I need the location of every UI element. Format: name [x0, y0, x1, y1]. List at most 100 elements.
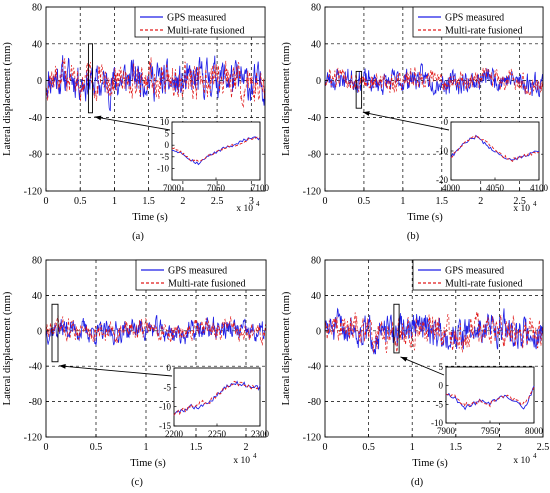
- inset-y-tick-label: 0: [167, 363, 172, 373]
- y-tick-label: 80: [311, 3, 321, 14]
- legend-entry: Multi-rate fusioned: [168, 279, 245, 290]
- inset-y-tick-label: 5: [165, 129, 170, 139]
- inset-series-line: [173, 380, 261, 416]
- highlight-window: [87, 43, 93, 114]
- inset-x-tick-label: 4100: [530, 183, 549, 193]
- highlight-window: [355, 70, 363, 109]
- x-multiplier-exponent: 4: [256, 200, 260, 208]
- y-tick-label: 80: [32, 3, 42, 14]
- y-tick-label: -40: [308, 113, 321, 124]
- x-multiplier: x 10: [513, 204, 530, 214]
- y-tick-label: -80: [308, 397, 321, 408]
- y-axis-label: Lateral displacement (mm): [2, 291, 13, 405]
- x-multiplier-exponent: 4: [253, 452, 257, 460]
- x-tick-label: 2: [244, 442, 249, 453]
- x-tick-label: 1.5: [450, 442, 463, 453]
- x-tick-label: 0.5: [358, 196, 371, 207]
- legend-box: [412, 259, 544, 291]
- y-tick-label: -80: [308, 150, 321, 161]
- inset-x-tick-label: 4050: [486, 183, 505, 193]
- inset-x-tick-label: 7050: [207, 183, 226, 193]
- zoom-arrow: [400, 356, 445, 376]
- x-tick-label: 1.5: [436, 196, 449, 207]
- y-tick-label: 40: [32, 39, 42, 50]
- series-line: [324, 311, 544, 354]
- x-tick-label: 1: [144, 442, 149, 453]
- x-tick-label: 2.5: [211, 196, 224, 207]
- y-tick-label: -40: [29, 113, 42, 124]
- inset-series-line: [173, 380, 261, 416]
- x-tick-label: 2.5: [537, 442, 550, 453]
- y-tick-label: -120: [303, 433, 321, 444]
- inset-y-tick-label: -5: [436, 399, 444, 409]
- x-tick-label: 0: [323, 442, 328, 453]
- highlight-window: [393, 303, 400, 354]
- y-tick-label: -120: [24, 433, 42, 444]
- y-tick-label: -40: [29, 362, 42, 373]
- x-multiplier: x 10: [513, 456, 530, 466]
- x-axis-label: Time (s): [407, 212, 443, 223]
- legend-box: [134, 6, 266, 38]
- y-tick-label: 80: [311, 256, 321, 267]
- inset-x-tick-label: 7100: [251, 183, 270, 193]
- series-line: [324, 307, 544, 355]
- zoom-arrow-head: [94, 115, 102, 121]
- zoom-arrow: [362, 111, 450, 131]
- y-tick-label: -120: [24, 187, 42, 198]
- inset-y-tick-label: 0: [439, 381, 444, 391]
- inset-y-tick-label: 0: [165, 140, 170, 150]
- inset-x-tick-label: 7900: [437, 426, 456, 436]
- x-tick-label: 1: [400, 196, 405, 207]
- inset-box: [445, 366, 535, 424]
- legend-entry: GPS measured: [167, 13, 226, 24]
- panel-label: (d): [411, 477, 424, 488]
- x-tick-label: 2: [180, 196, 185, 207]
- legend-entry: GPS measured: [445, 13, 504, 24]
- x-tick-label: 0: [323, 196, 328, 207]
- inset-y-tick-label: -20: [436, 175, 448, 185]
- x-multiplier: x 10: [233, 456, 250, 466]
- y-tick-label: -80: [29, 397, 42, 408]
- x-tick-label: 2: [497, 442, 502, 453]
- y-tick-label: 40: [311, 39, 321, 50]
- legend-box: [412, 6, 544, 38]
- inset-y-tick-label: -10: [431, 418, 443, 428]
- inset-x-tick-label: 2200: [165, 429, 184, 439]
- x-tick-label: 0: [44, 442, 49, 453]
- series-line: [45, 315, 267, 346]
- inset-y-tick-label: -5: [164, 382, 172, 392]
- x-multiplier: x 10: [236, 204, 253, 214]
- highlight-window: [51, 303, 59, 363]
- legend-box: [135, 259, 267, 291]
- inset-x-tick-label: 2300: [251, 429, 270, 439]
- x-axis-label: Time (s): [130, 458, 166, 469]
- panel-label: (b): [407, 231, 420, 242]
- x-tick-label: 2.5: [513, 196, 526, 207]
- inset-x-tick-label: 7950: [481, 426, 500, 436]
- y-tick-label: 40: [311, 291, 321, 302]
- x-tick-label: 1.5: [142, 196, 155, 207]
- y-tick-label: -120: [303, 187, 321, 198]
- x-multiplier-exponent: 4: [533, 200, 537, 208]
- y-axis-label: Lateral displacement (mm): [281, 291, 292, 405]
- inset-y-tick-label: -15: [159, 421, 171, 431]
- inset-x-tick-label: 4000: [442, 183, 461, 193]
- panel-label: (c): [131, 477, 143, 488]
- y-tick-label: 0: [37, 76, 42, 87]
- inset-x-tick-label: 8000: [525, 426, 544, 436]
- inset-y-tick-label: -10: [157, 163, 169, 173]
- zoom-arrow: [58, 365, 173, 377]
- y-axis-label: Lateral displacement (mm): [2, 42, 13, 156]
- x-tick-label: 0.5: [362, 442, 375, 453]
- y-axis-label: Lateral displacement (mm): [281, 42, 292, 156]
- y-tick-label: -40: [308, 362, 321, 373]
- y-tick-label: 40: [32, 291, 42, 302]
- x-axis-label: Time (s): [132, 212, 168, 223]
- zoom-arrow-head: [362, 111, 370, 116]
- series-line: [45, 57, 266, 109]
- zoom-arrow-head: [59, 363, 66, 369]
- zoom-arrow-head: [400, 356, 408, 362]
- inset-series-line: [171, 136, 261, 163]
- inset-box: [173, 367, 261, 427]
